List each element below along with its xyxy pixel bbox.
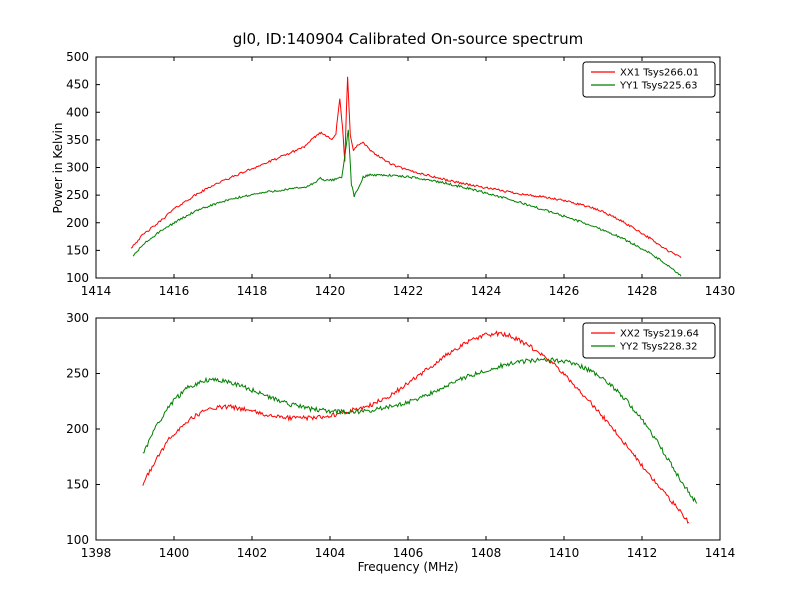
x-tick-label: 1424 <box>471 284 502 298</box>
series-line-yy2 <box>142 357 698 504</box>
figure-title: gl0, ID:140904 Calibrated On-source spec… <box>233 30 583 48</box>
y-tick-label: 100 <box>66 271 89 285</box>
x-tick-label: 1406 <box>393 546 424 560</box>
y-tick-label: 500 <box>66 50 89 64</box>
x-tick-label: 1416 <box>159 284 190 298</box>
legend-label: YY1 Tsys225.63 <box>619 81 698 92</box>
x-tick-label: 1430 <box>705 284 736 298</box>
legend-box <box>582 322 716 359</box>
x-tick-label: 1420 <box>315 284 346 298</box>
x-tick-label: 1428 <box>627 284 658 298</box>
y-tick-label: 250 <box>66 367 89 381</box>
y-tick-label: 250 <box>66 188 89 202</box>
x-tick-label: 1414 <box>81 284 112 298</box>
x-tick-label: 1404 <box>315 546 346 560</box>
y-tick-label: 300 <box>66 161 89 175</box>
x-axis-label: Frequency (MHz) <box>358 560 459 574</box>
y-tick-label: 200 <box>66 216 89 230</box>
y-tick-label: 300 <box>66 311 89 325</box>
legend-box <box>582 61 716 98</box>
legend-label: XX2 Tsys219.64 <box>620 329 699 340</box>
x-tick-label: 1408 <box>471 546 502 560</box>
y-tick-label: 350 <box>66 133 89 147</box>
y-tick-label: 200 <box>66 422 89 436</box>
y-tick-label: 150 <box>66 478 89 492</box>
x-tick-label: 1426 <box>549 284 580 298</box>
x-tick-label: 1422 <box>393 284 424 298</box>
top-subplot: 1414 1416 1418 1420 1422 1424 1426 1428 1430 100 1… <box>66 50 735 298</box>
series-line-xx1 <box>130 76 682 258</box>
series-line-yy1 <box>132 129 682 277</box>
x-tick-label: 1412 <box>627 546 658 560</box>
bottom-subplot: 1398 1400 1402 1404 1406 1408 1410 1412 1414 100 1… <box>66 311 735 560</box>
x-tick-label: 1402 <box>237 546 268 560</box>
y-tick-label: 150 <box>66 243 89 257</box>
legend-label: XX1 Tsys266.01 <box>620 68 699 79</box>
x-tick-label: 1418 <box>237 284 268 298</box>
y-axis-label: Power in Kelvin <box>51 123 65 214</box>
x-tick-label: 1398 <box>81 546 112 560</box>
x-tick-label: 1400 <box>159 546 190 560</box>
y-tick-label: 100 <box>66 533 89 547</box>
x-tick-label: 1414 <box>705 546 736 560</box>
x-tick-label: 1410 <box>549 546 580 560</box>
series-line-xx2 <box>142 330 690 524</box>
legend-label: YY2 Tsys228.32 <box>619 342 698 353</box>
y-tick-label: 450 <box>66 78 89 92</box>
y-tick-label: 400 <box>66 105 89 119</box>
